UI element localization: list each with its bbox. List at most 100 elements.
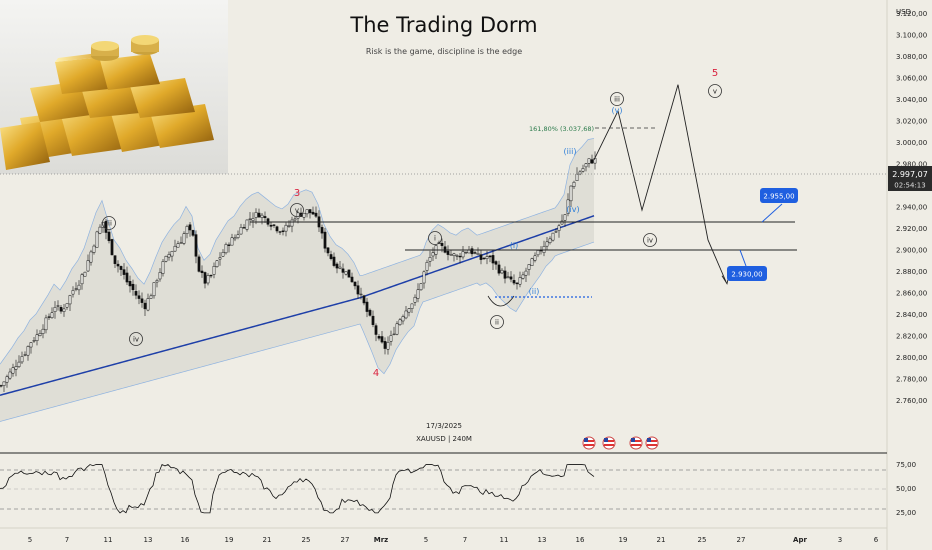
wave-label-blue: (ii)	[529, 287, 540, 296]
candle-body	[212, 266, 216, 275]
time-tick-label: 11	[104, 536, 113, 544]
time-tick-label: 27	[737, 536, 746, 544]
candle-body	[398, 319, 402, 325]
us-flag-icon[interactable]	[582, 436, 596, 450]
candle-body	[359, 293, 363, 296]
candle-body	[269, 224, 273, 227]
wave-label-circle	[490, 315, 504, 329]
candle-body	[302, 212, 306, 218]
candle-body	[197, 256, 201, 272]
channel-upper-line	[0, 138, 595, 365]
candle-body	[536, 250, 540, 256]
candle-body	[44, 317, 48, 331]
candle-body	[485, 256, 489, 259]
rsi-pane[interactable]: 75,00 50,00 25,00	[0, 461, 916, 517]
wave-label-black: iii	[106, 220, 112, 228]
time-tick-label: Mrz	[374, 536, 389, 544]
candle-body	[5, 376, 9, 383]
time-tick-label: 7	[65, 536, 69, 544]
candle-body	[113, 255, 117, 264]
candle-body	[203, 272, 207, 284]
candle-body	[311, 211, 315, 215]
candle-body	[428, 257, 432, 262]
price-tick-label: 3.120,00	[896, 10, 927, 18]
candle-body	[503, 270, 507, 279]
symbol-label: XAUUSD | 240M	[416, 435, 472, 443]
candle-body	[455, 255, 459, 257]
us-flag-icon[interactable]	[629, 436, 643, 450]
event-flags[interactable]	[582, 436, 659, 450]
candle-body	[497, 264, 501, 274]
candle-body	[170, 251, 174, 257]
price-tick-label: 3.020,00	[896, 118, 927, 126]
candle-body	[98, 226, 102, 234]
time-axis[interactable]: 5 7 11 13 16 19 21 25 27 Mrz 5 7 11 13 16 19 21 25 27 Apr 3 6	[28, 536, 879, 544]
candle-body	[338, 266, 342, 269]
bar-countdown: 02:54:13	[894, 182, 925, 190]
candle-body	[104, 221, 108, 233]
candle-body	[8, 371, 12, 379]
candle-body	[293, 218, 297, 221]
candle-body	[218, 257, 222, 260]
candle-body	[245, 219, 249, 230]
date-label: 17/3/2025	[426, 422, 462, 430]
candle-body	[167, 254, 171, 258]
candle-body	[479, 254, 483, 260]
candle-body	[257, 212, 261, 218]
candle-body	[80, 274, 84, 285]
candle-body	[137, 295, 141, 299]
fib-extension-label: 161,80% (3.037,68)	[529, 125, 594, 133]
candle-body	[35, 334, 39, 341]
wave-label-black: iv	[133, 336, 139, 344]
candle-body	[518, 277, 522, 285]
us-flag-icon[interactable]	[602, 436, 616, 450]
candle-body	[266, 218, 270, 225]
price-tick-label: 3.040,00	[896, 96, 927, 104]
candle-body	[2, 381, 6, 386]
last-price-tag[interactable]: 2.997,07 02:54:13	[888, 166, 932, 191]
candle-body	[287, 225, 291, 227]
candle-body	[419, 283, 423, 291]
candle-body	[41, 328, 45, 334]
candle-body	[74, 288, 78, 290]
time-tick-label: 21	[657, 536, 666, 544]
currency-label: USD	[896, 8, 911, 16]
us-flag-icon[interactable]	[645, 436, 659, 450]
candle-body	[347, 269, 351, 278]
time-tick-label: 13	[538, 536, 547, 544]
candle-body	[356, 285, 360, 295]
candle-body	[509, 276, 513, 280]
candle-body	[23, 354, 27, 356]
price-tick-label: 2.840,00	[896, 311, 927, 319]
candle-body	[0, 385, 3, 387]
candle-body	[152, 282, 156, 297]
candle-body	[92, 245, 96, 253]
candle-body	[215, 260, 219, 267]
level-tag-upper[interactable]: 2.955,00	[760, 188, 798, 223]
wave-label-circle	[102, 216, 116, 230]
candle-body	[470, 248, 474, 255]
candle-body	[59, 307, 63, 312]
wave-label-black: iv	[647, 237, 653, 245]
candle-body	[173, 245, 177, 252]
candle-body	[248, 218, 252, 220]
price-axis[interactable]: 3.120,00 3.100,00 3.080,00 3.060,00 3.040,00…	[896, 10, 927, 405]
candle-body	[554, 231, 558, 233]
level-tag-lower[interactable]: 2.930,00	[727, 249, 767, 281]
candle-body	[95, 231, 99, 248]
candle-body	[584, 163, 588, 168]
wave-label-black: v	[713, 88, 717, 96]
candle-body	[110, 239, 114, 256]
candle-body	[131, 283, 135, 291]
gold-bars	[0, 35, 214, 170]
candle-body	[491, 255, 495, 264]
chart-title: The Trading Dorm	[349, 13, 537, 37]
time-tick-label: 16	[181, 536, 190, 544]
candle-body	[341, 268, 345, 273]
candle-body	[296, 212, 300, 219]
candle-body	[431, 252, 435, 257]
gold-bars-image	[0, 0, 228, 174]
wave-projection	[593, 84, 727, 282]
candle-body	[140, 298, 144, 303]
